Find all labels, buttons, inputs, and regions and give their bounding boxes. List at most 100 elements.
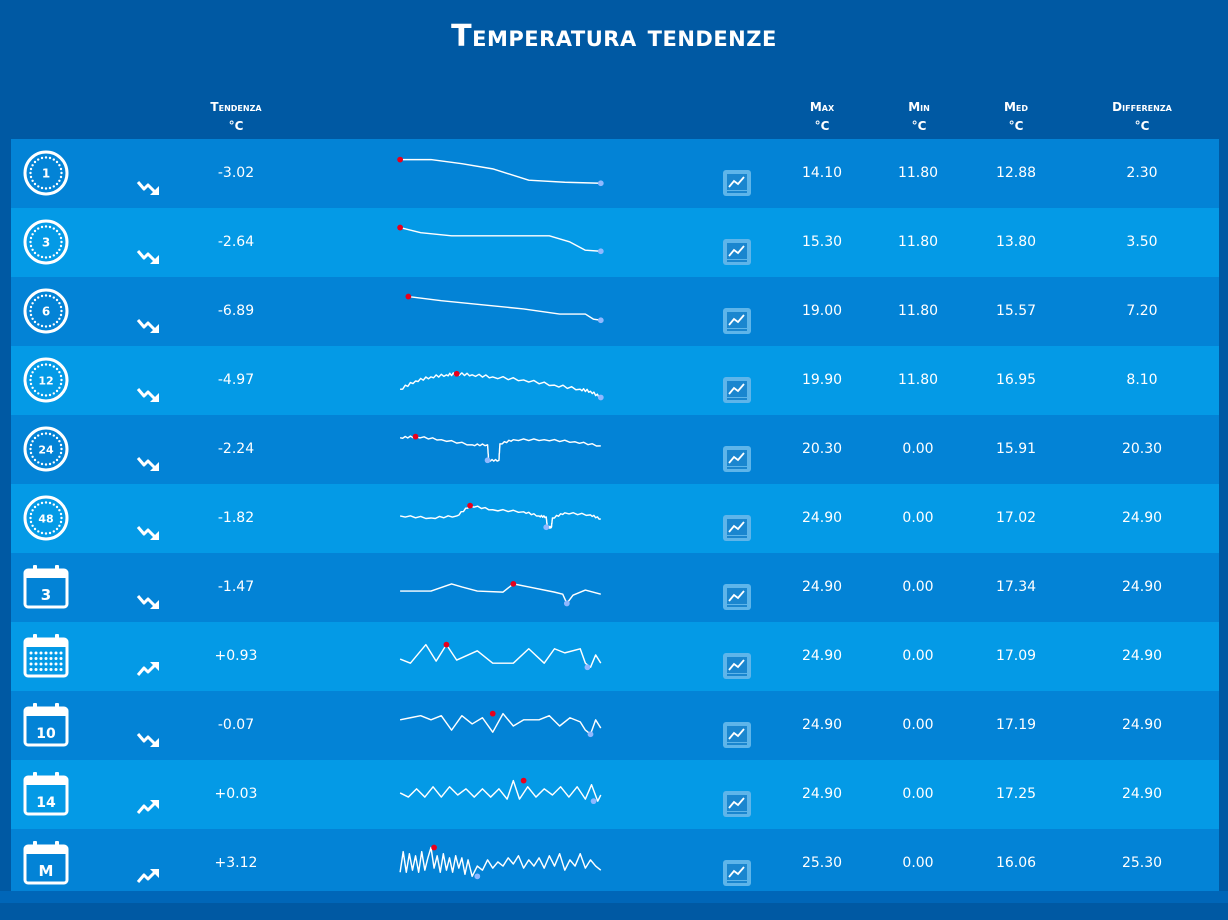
- chart-icon[interactable]: [722, 159, 752, 196]
- med-value: 16.95: [995, 372, 1037, 388]
- sparkline-min-marker: [597, 180, 604, 187]
- chart-icon[interactable]: [722, 504, 752, 541]
- sparkline: [396, 356, 608, 406]
- page-title: Temperatura tendenze: [451, 19, 777, 54]
- diff-value: 24.90: [1121, 579, 1163, 595]
- header-med-label: Med: [1003, 100, 1029, 114]
- header-med-unit: °C: [1008, 119, 1024, 133]
- sparkline-max-marker: [397, 224, 403, 231]
- trend-value: -1.82: [217, 510, 255, 526]
- chart-icon[interactable]: [722, 642, 752, 679]
- svg-text:6: 6: [42, 305, 50, 319]
- chart-icon[interactable]: [722, 297, 752, 334]
- sparkline-path: [399, 712, 602, 735]
- sparkline-max-marker: [510, 581, 517, 587]
- header-diff-unit: °C: [1134, 119, 1150, 133]
- svg-text:14: 14: [36, 795, 56, 811]
- med-value: 17.25: [995, 786, 1037, 802]
- clock-icon: 1: [23, 150, 69, 196]
- diff-value: 24.90: [1121, 786, 1163, 802]
- svg-text:10: 10: [36, 726, 56, 742]
- sparkline-path: [399, 226, 601, 252]
- min-value: 11.80: [897, 234, 939, 250]
- sparkline-max-marker: [520, 777, 527, 784]
- trend-up-icon: [135, 644, 163, 676]
- sparkline-max-marker: [453, 370, 460, 377]
- max-value: 19.00: [801, 303, 843, 319]
- chart-icon[interactable]: [722, 573, 752, 610]
- min-value: 11.80: [897, 372, 939, 388]
- sparkline-path: [399, 779, 602, 802]
- max-value: 24.90: [801, 648, 843, 664]
- sparkline: [396, 287, 608, 337]
- svg-text:12: 12: [38, 375, 53, 388]
- med-value: 17.19: [995, 717, 1037, 733]
- med-value: 13.80: [995, 234, 1037, 250]
- header-trend-label: Tendenza: [210, 100, 262, 114]
- sparkline: [396, 632, 608, 682]
- min-value: 0.00: [902, 717, 934, 733]
- med-value: 17.09: [995, 648, 1037, 664]
- svg-text:1: 1: [42, 167, 50, 181]
- sparkline-max-marker: [431, 844, 437, 851]
- sparkline: [396, 839, 608, 889]
- max-value: 24.90: [801, 786, 843, 802]
- diff-value: 24.90: [1121, 717, 1163, 733]
- header-min-label: Min: [908, 100, 930, 114]
- table-row: 10 -0.07 24.90 0.00 17.19 24.90: [11, 691, 1219, 760]
- max-value: 15.30: [801, 234, 843, 250]
- sparkline-min-marker: [590, 798, 597, 805]
- chart-icon[interactable]: [722, 711, 752, 748]
- max-value: 24.90: [801, 510, 843, 526]
- trend-value: -1.47: [217, 579, 255, 595]
- chart-icon[interactable]: [722, 435, 752, 472]
- svg-text:3: 3: [42, 236, 50, 250]
- chart-icon[interactable]: [722, 366, 752, 403]
- sparkline: [396, 701, 608, 751]
- trend-value: -2.64: [217, 234, 255, 250]
- min-value: 0.00: [902, 510, 934, 526]
- sparkline: [396, 149, 608, 199]
- header-min: Min °C: [869, 98, 969, 136]
- trend-down-icon: [135, 230, 163, 264]
- trend-value: -3.02: [217, 165, 255, 181]
- trend-down-icon: [135, 299, 163, 333]
- min-value: 11.80: [897, 165, 939, 181]
- sparkline-min-marker: [587, 731, 594, 738]
- diff-value: 3.50: [1126, 234, 1158, 250]
- min-value: 0.00: [902, 648, 934, 664]
- chart-icon[interactable]: [722, 228, 752, 265]
- sparkline: [396, 563, 608, 613]
- med-value: 12.88: [995, 165, 1037, 181]
- header-diff: Differenza °C: [1092, 98, 1192, 136]
- sparkline-min-marker: [597, 317, 604, 324]
- trend-down-icon: [135, 161, 163, 195]
- diff-value: 24.90: [1121, 648, 1163, 664]
- clock-icon: 48: [23, 495, 69, 541]
- min-value: 11.80: [897, 303, 939, 319]
- sparkline-path: [399, 846, 602, 878]
- max-value: 14.10: [801, 165, 843, 181]
- max-value: 24.90: [801, 579, 843, 595]
- trend-down-icon: [135, 437, 163, 471]
- sparkline-min-marker: [543, 524, 550, 531]
- sparkline-path: [400, 583, 601, 605]
- header-trend: Tendenza °C: [186, 98, 286, 136]
- calendar-icon: 10: [23, 702, 69, 748]
- header-med: Med °C: [966, 98, 1066, 136]
- trend-up-icon: [135, 782, 163, 814]
- svg-text:48: 48: [38, 513, 53, 526]
- sparkline-max-marker: [405, 293, 412, 300]
- trend-value: -6.89: [217, 303, 255, 319]
- sparkline: [396, 770, 608, 820]
- sparkline-path: [399, 643, 602, 669]
- chart-icon[interactable]: [722, 780, 752, 817]
- clock-icon: 12: [23, 357, 69, 403]
- chart-icon[interactable]: [722, 849, 752, 886]
- min-value: 0.00: [902, 855, 934, 871]
- diff-value: 20.30: [1121, 441, 1163, 457]
- table-row: 14 +0.03 24.90 0.00 17.25 24.90: [11, 760, 1219, 829]
- trend-value: +3.12: [214, 855, 258, 871]
- sparkline: [396, 425, 608, 475]
- header-min-unit: °C: [911, 119, 927, 133]
